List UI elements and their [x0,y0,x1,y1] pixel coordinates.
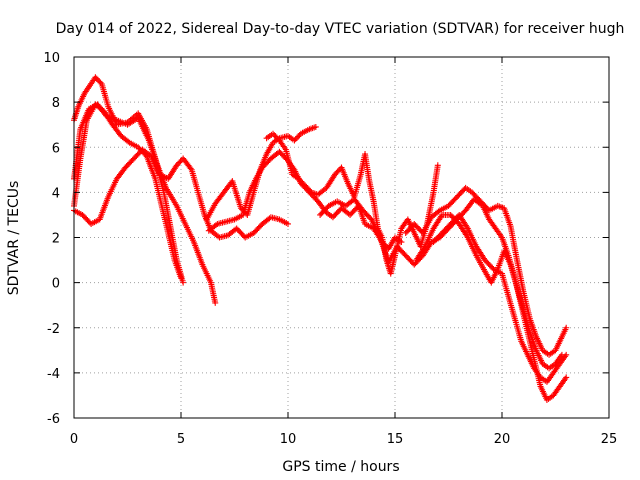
y-axis-ticks: -6 -4 -2 0 2 4 6 8 10 [43,51,609,427]
data-point [300,181,307,188]
y-tick-label: -2 [47,322,60,337]
data-point [292,136,299,143]
series-track-7 [263,130,441,277]
x-tick-label: 10 [280,432,297,447]
data-point [175,160,182,167]
series-track-3 [71,101,219,306]
y-axis-label: SDTVAR / TECUs [6,181,22,296]
data-point [303,183,310,190]
data-point [333,169,340,176]
series-track-9 [402,184,570,358]
data-point [93,75,100,82]
y-tick-label: 2 [52,232,60,247]
data-point [270,130,277,137]
data-point [180,279,187,286]
data-point [94,77,101,84]
data-point [97,79,104,86]
data-point [299,179,306,186]
x-tick-label: 25 [601,432,618,447]
data-point [187,165,194,172]
y-tick-label: 0 [52,277,60,292]
data-point [298,178,305,185]
data-point [241,209,248,216]
data-point [285,220,291,227]
data-points [71,74,570,403]
y-tick-label: 10 [43,51,60,66]
data-point [272,133,279,140]
data-point [435,208,442,215]
data-point [295,133,302,140]
data-point [305,186,312,193]
data-point [293,134,300,141]
data-point [302,182,309,189]
data-point [212,299,219,306]
y-tick-label: 8 [52,96,60,111]
data-point [334,168,341,175]
series-track-6 [203,123,319,223]
data-point [291,137,298,144]
y-tick-label: -6 [47,412,60,427]
y-tick-label: 4 [52,186,60,201]
x-axis-ticks: 0 5 10 15 20 25 [70,57,617,447]
series-track-11 [413,211,565,372]
y-tick-label: -4 [47,367,60,382]
data-point [273,134,280,141]
x-tick-label: 15 [387,432,404,447]
data-point [332,171,339,178]
data-point [173,162,180,169]
series-track-2 [71,74,187,286]
y-tick-label: 6 [52,141,60,156]
data-point [295,175,302,182]
data-point [312,123,319,130]
data-point [96,78,103,85]
data-point [92,74,99,81]
x-tick-label: 0 [70,432,78,447]
x-tick-label: 20 [494,432,511,447]
data-point [237,205,244,212]
chart-title: Day 014 of 2022, Sidereal Day-to-day VTE… [56,21,625,37]
data-point [367,215,374,222]
data-point [558,351,565,358]
data-point [271,132,278,139]
data-point [212,222,219,229]
data-point [239,206,246,213]
x-tick-label: 5 [177,432,185,447]
series-track-4 [71,146,291,241]
series-track-10 [430,211,570,385]
data-point [304,185,311,192]
data-point [434,162,441,169]
data-point [335,167,342,174]
data-point [296,177,303,184]
data-point [563,324,570,331]
data-point [125,138,132,145]
data-point [563,374,570,381]
x-axis-label: GPS time / hours [282,459,399,475]
data-point [176,159,183,166]
